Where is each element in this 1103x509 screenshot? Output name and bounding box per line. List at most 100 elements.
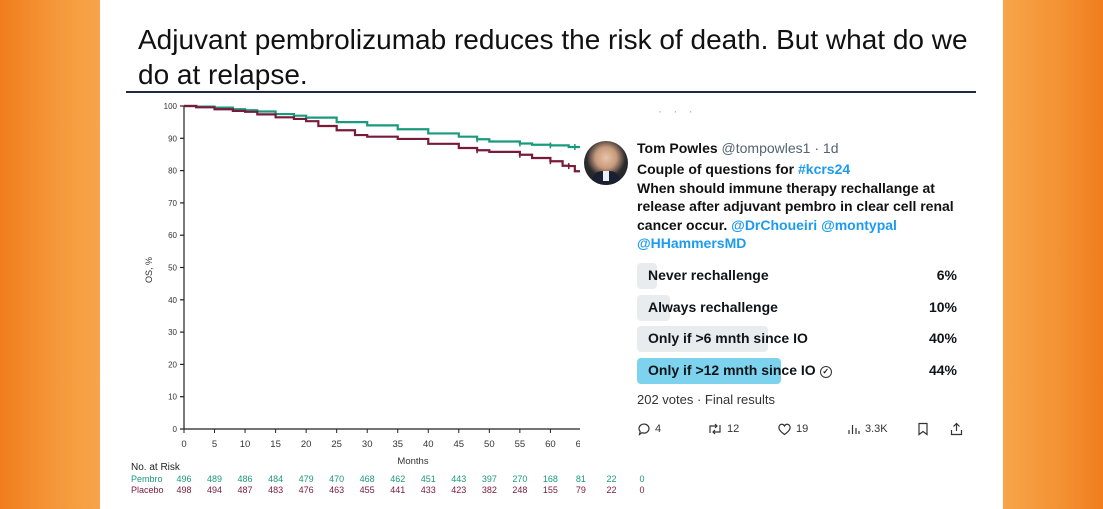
poll-option-percent: 10% bbox=[928, 299, 957, 315]
reply-icon bbox=[638, 423, 650, 436]
x-tick-label: 10 bbox=[240, 439, 251, 450]
x-tick-label: 30 bbox=[362, 439, 373, 450]
y-tick-label: 60 bbox=[168, 231, 177, 240]
at-risk-value: 455 bbox=[360, 485, 375, 495]
y-tick-label: 30 bbox=[168, 328, 177, 337]
x-tick-label: 25 bbox=[331, 439, 342, 450]
at-risk-value: 462 bbox=[390, 474, 405, 484]
poll-votes-summary: 202 votes · Final results bbox=[637, 392, 776, 407]
title-divider bbox=[126, 91, 976, 93]
tweet-author-name[interactable]: Tom Powles bbox=[637, 140, 718, 156]
at-risk-value: 484 bbox=[268, 474, 283, 484]
at-risk-value: 168 bbox=[543, 474, 558, 484]
tweet-top-more[interactable]: · · · bbox=[658, 104, 697, 118]
share-button[interactable] bbox=[950, 422, 963, 436]
at-risk-value: 0 bbox=[639, 485, 644, 495]
x-tick-label: 35 bbox=[392, 439, 403, 450]
x-tick-label: 50 bbox=[484, 439, 495, 450]
reply-button[interactable]: 4 bbox=[637, 422, 661, 436]
x-tick-label: 5 bbox=[212, 439, 217, 450]
at-risk-value: 0 bbox=[639, 474, 644, 484]
x-tick-label: 45 bbox=[454, 439, 465, 450]
share-icon bbox=[950, 422, 963, 436]
at-risk-value: 81 bbox=[576, 474, 586, 484]
bookmark-button[interactable] bbox=[917, 422, 929, 436]
mention-link-montypal[interactable]: @montypal bbox=[821, 216, 897, 233]
at-risk-row-label: Pembro bbox=[131, 474, 163, 484]
tweet-text: Couple of questions for #kcrs24 When sho… bbox=[637, 160, 967, 253]
check-circle-icon: ✓ bbox=[819, 366, 832, 378]
at-risk-value: 498 bbox=[176, 485, 191, 495]
at-risk-value: 463 bbox=[329, 485, 344, 495]
at-risk-row-label: Placebo bbox=[131, 485, 164, 495]
views-count: 3.3K bbox=[865, 423, 888, 435]
x-tick-label: 60 bbox=[545, 439, 556, 450]
mention-link-hhammersmd[interactable]: @HHammersMD bbox=[637, 235, 747, 251]
poll-bar bbox=[637, 326, 768, 352]
repost-button[interactable]: 12 bbox=[707, 422, 739, 436]
x-axis-label: Months bbox=[397, 456, 428, 467]
y-tick-label: 90 bbox=[168, 134, 177, 143]
tweet-text-body: When should immune therapy rechallange a… bbox=[637, 179, 954, 233]
y-tick-label: 50 bbox=[168, 264, 177, 273]
poll-option-label: Always rechallenge bbox=[648, 299, 778, 315]
x-tick-label: 40 bbox=[423, 439, 434, 450]
at-risk-value: 397 bbox=[482, 474, 497, 484]
heart-icon bbox=[778, 423, 791, 436]
analytics-icon bbox=[848, 425, 860, 434]
at-risk-value: 423 bbox=[451, 485, 466, 495]
at-risk-value: 489 bbox=[207, 474, 222, 484]
poll-option-12-months: Only if >12 mnth since IO ✓ 44% bbox=[637, 358, 957, 384]
like-button[interactable]: 19 bbox=[777, 422, 808, 436]
repost-icon bbox=[709, 423, 721, 435]
poll-option-always: Always rechallenge 10% bbox=[637, 295, 957, 321]
slide-title: Adjuvant pembrolizumab reduces the risk … bbox=[138, 24, 968, 90]
poll-option-percent: 40% bbox=[928, 330, 957, 346]
x-tick-label: 0 bbox=[181, 439, 186, 450]
at-risk-value: 479 bbox=[299, 474, 314, 484]
x-tick-label: 55 bbox=[515, 439, 526, 450]
y-tick-label: 10 bbox=[168, 393, 177, 402]
poll-option-label: Only if >12 mnth since IO ✓ bbox=[648, 362, 832, 378]
y-tick-label: 20 bbox=[168, 360, 177, 369]
tweet-action-bar: 4 12 19 3.3K bbox=[637, 422, 967, 440]
at-risk-value: 451 bbox=[421, 474, 436, 484]
at-risk-value: 441 bbox=[390, 485, 405, 495]
poll-option-never: Never rechallenge 6% bbox=[637, 263, 957, 289]
at-risk-value: 443 bbox=[451, 474, 466, 484]
at-risk-heading: No. at Risk bbox=[131, 462, 181, 473]
y-tick-label: 80 bbox=[168, 167, 177, 176]
hashtag-link[interactable]: #kcrs24 bbox=[798, 161, 851, 177]
at-risk-value: 496 bbox=[176, 474, 191, 484]
at-risk-value: 486 bbox=[238, 474, 253, 484]
at-risk-value: 494 bbox=[207, 485, 222, 495]
poll-option-percent: 44% bbox=[928, 362, 957, 378]
poll-option-6-months: Only if >6 mnth since IO 40% bbox=[637, 326, 957, 352]
reply-count: 4 bbox=[655, 423, 662, 435]
avatar[interactable] bbox=[584, 141, 628, 185]
tweet-author: Tom Powles @tompowles1 · 1d bbox=[637, 140, 838, 156]
at-risk-value: 22 bbox=[606, 474, 616, 484]
at-risk-value: 79 bbox=[576, 485, 586, 495]
tweet-handle[interactable]: @tompowles1 · 1d bbox=[721, 140, 839, 156]
series-line-placebo bbox=[184, 104, 581, 173]
at-risk-value: 155 bbox=[543, 485, 558, 495]
at-risk-value: 248 bbox=[512, 485, 527, 495]
bookmark-icon bbox=[918, 422, 928, 436]
at-risk-value: 382 bbox=[482, 485, 497, 495]
series-line-pembro bbox=[184, 104, 581, 149]
at-risk-value: 433 bbox=[421, 485, 436, 495]
views-button[interactable]: 3.3K bbox=[847, 422, 888, 436]
at-risk-value: 270 bbox=[512, 474, 527, 484]
at-risk-value: 22 bbox=[606, 485, 616, 495]
poll-bar bbox=[637, 263, 657, 289]
poll-bar-winner bbox=[637, 358, 781, 384]
tweet-text-intro: Couple of questions for bbox=[637, 161, 798, 177]
at-risk-value: 483 bbox=[268, 485, 283, 495]
y-tick-label: 0 bbox=[173, 425, 178, 434]
mention-link-drchoueiri[interactable]: @DrChoueiri bbox=[731, 216, 818, 233]
poll-option-percent: 6% bbox=[936, 267, 957, 283]
x-tick-label: 15 bbox=[270, 439, 281, 450]
y-tick-label: 40 bbox=[168, 296, 177, 305]
poll-option-label: Never rechallenge bbox=[648, 267, 769, 283]
